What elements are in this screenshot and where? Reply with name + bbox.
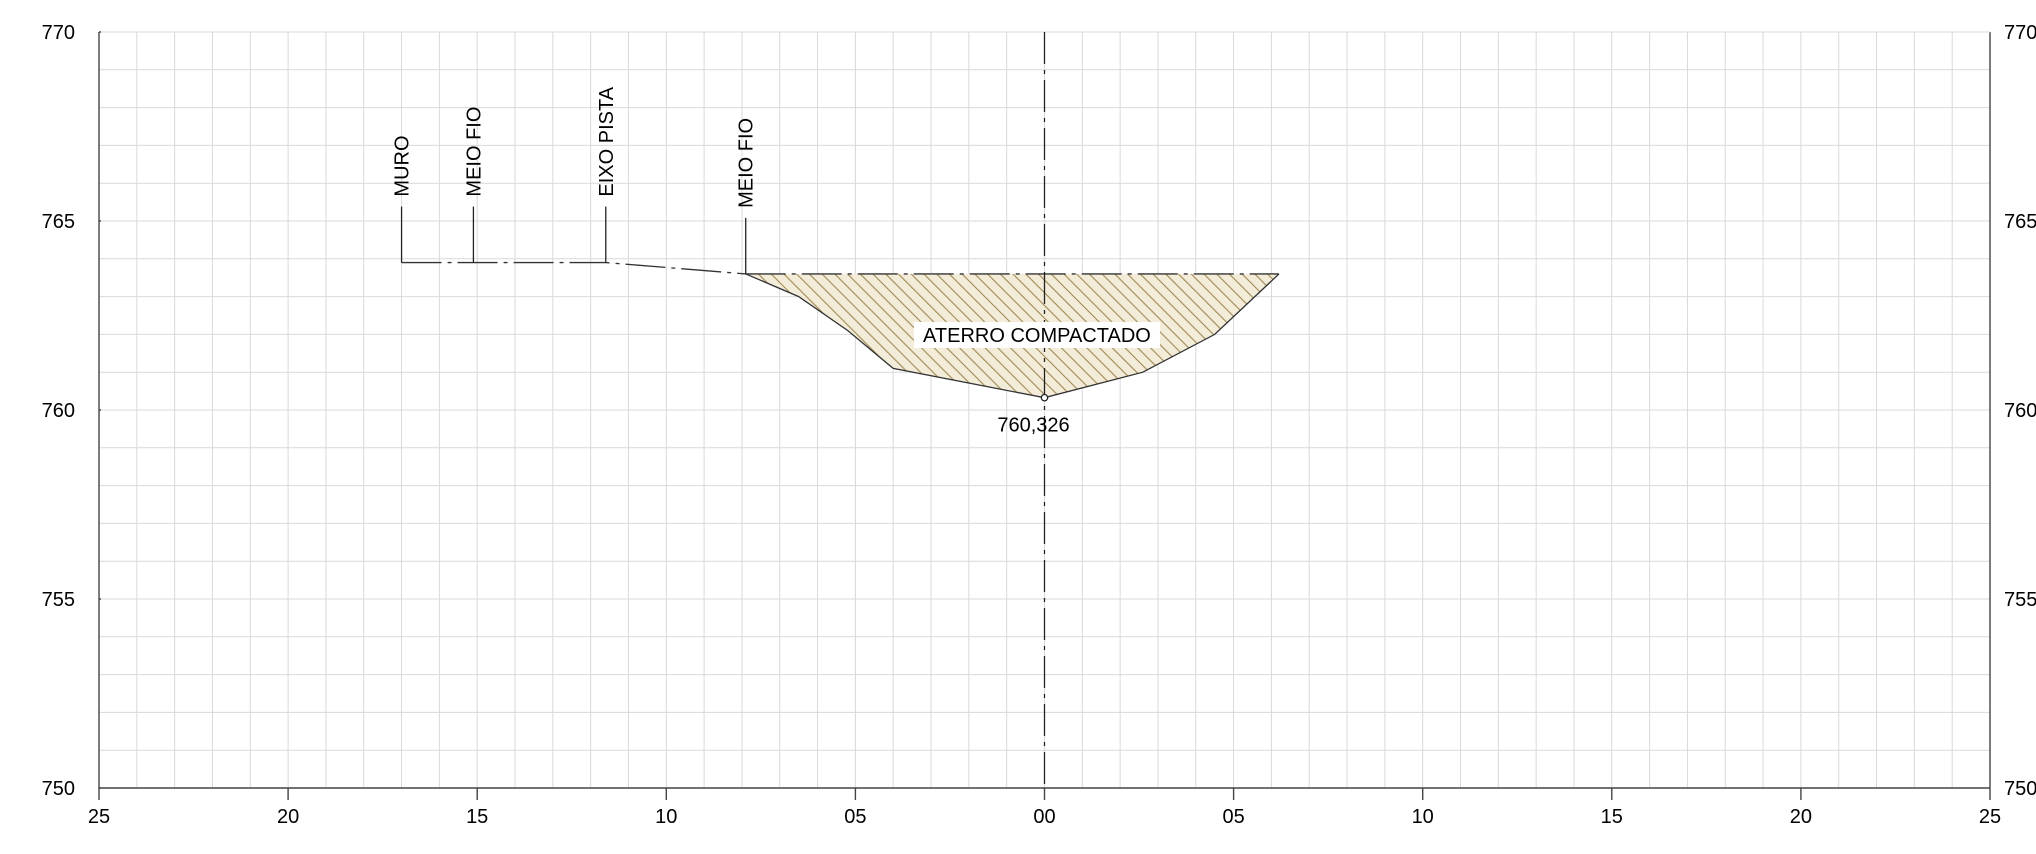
offset-tick-label: 00 <box>1033 806 1055 828</box>
low-point-marker <box>1040 393 1049 402</box>
elevation-tick-right: 765 <box>2004 211 2036 233</box>
fill-label: ATERRO COMPACTADO <box>923 325 1151 347</box>
offset-tick-label: 20 <box>1790 806 1812 828</box>
annotations: ATERRO COMPACTADO 760,326 <box>913 321 1160 437</box>
grid <box>98 31 1991 789</box>
offset-tick-label: 05 <box>844 806 866 828</box>
terrain-profile <box>745 273 1280 399</box>
existing-ground-line <box>401 261 746 275</box>
offset-tick-label: 25 <box>88 806 110 828</box>
elevation-tick-left: 750 <box>42 778 75 800</box>
marker-label: MURO <box>392 135 414 196</box>
offset-tick-label: 25 <box>1979 806 2001 828</box>
station-markers: MURO MEIO FIO EIXO PISTA MEIO FIO <box>392 86 758 274</box>
offset-tick-label: 20 <box>277 806 299 828</box>
elevation-tick-right: 760 <box>2004 400 2036 422</box>
elevation-tick-left: 770 <box>42 22 75 44</box>
elevation-tick-left: 765 <box>42 211 75 233</box>
axis-labels: 750 750 755 755 760 760 765 765 770 770 25 20 15 10 05… <box>42 22 2036 828</box>
fill-label-background <box>913 321 1160 348</box>
offset-tick-label: 05 <box>1222 806 1244 828</box>
marker-label: MEIO FIO <box>736 118 758 208</box>
marker-label: MEIO FIO <box>463 107 485 197</box>
marker-label: EIXO PISTA <box>596 86 618 196</box>
offset-tick-label: 15 <box>466 806 488 828</box>
offset-tick-label: 15 <box>1601 806 1623 828</box>
elevation-tick-left: 760 <box>42 400 75 422</box>
elevation-tick-right: 755 <box>2004 589 2036 611</box>
elevation-tick-right: 750 <box>2004 778 2036 800</box>
elevation-tick-right: 770 <box>2004 22 2036 44</box>
low-point-elevation: 760,326 <box>997 415 1069 437</box>
offset-tick-label: 10 <box>1412 806 1434 828</box>
elevation-tick-left: 755 <box>42 589 75 611</box>
offset-tick-label: 10 <box>655 806 677 828</box>
